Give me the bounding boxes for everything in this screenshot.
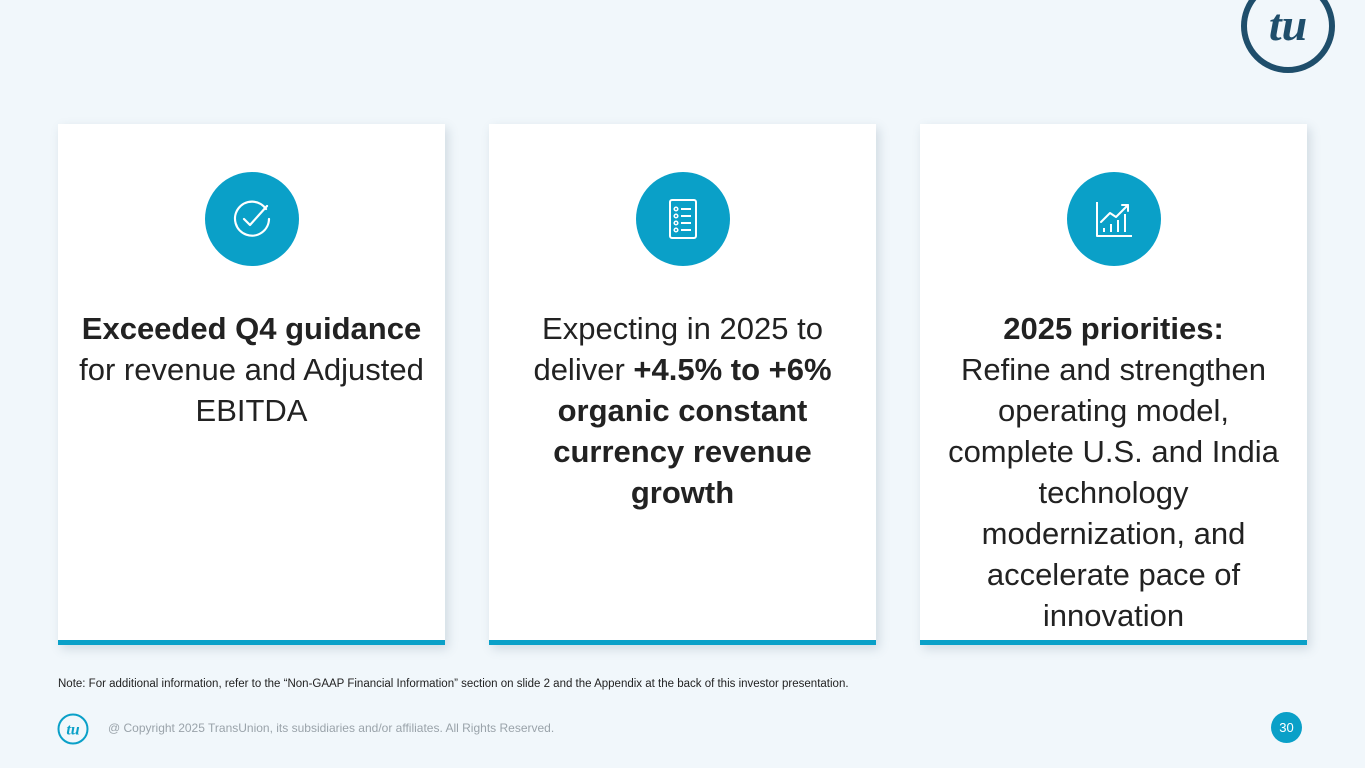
footnote: Note: For additional information, refer … — [58, 678, 849, 690]
card-bold-text: +4.5% to +6% organic constant currency r… — [553, 352, 832, 510]
transunion-logo: tu — [1241, 0, 1335, 73]
chart-trend-up-icon — [1096, 202, 1132, 237]
card-text: Exceeded Q4 guidance for revenue and Adj… — [78, 308, 425, 431]
card-text: Expecting in 2025 to deliver +4.5% to +6… — [509, 308, 856, 513]
card-icon-badge — [205, 172, 299, 266]
card-bold-text: Exceeded Q4 guidance — [81, 311, 422, 346]
checkmark-circle-icon — [233, 200, 271, 237]
card-icon-badge — [1067, 172, 1161, 266]
logo-text: tu — [1269, 0, 1307, 50]
footer-logo-text: tu — [66, 722, 79, 739]
card-accent-bar — [920, 640, 1307, 645]
card-body-text: for revenue and Adjusted EBITDA — [79, 352, 424, 428]
card-2025-priorities: 2025 priorities: Refine and strengthen op… — [920, 124, 1307, 645]
card-accent-bar — [58, 640, 445, 645]
card-icon-badge — [636, 172, 730, 266]
transunion-footer-logo: tu — [57, 713, 89, 745]
card-2025-outlook: Expecting in 2025 to deliver +4.5% to +6… — [489, 124, 876, 645]
card-q4-guidance: Exceeded Q4 guidance for revenue and Adj… — [58, 124, 445, 645]
checklist-document-icon — [669, 199, 697, 239]
card-body-text: Expecting in 2025 to deliver — [533, 311, 823, 387]
card-accent-bar — [489, 640, 876, 645]
card-body-text: Refine and strengthen operating model, c… — [948, 352, 1279, 633]
page-number-badge: 30 — [1271, 712, 1302, 743]
card-text: 2025 priorities: Refine and strengthen op… — [940, 308, 1287, 636]
copyright-text: @ Copyright 2025 TransUnion, its subsidi… — [108, 721, 555, 735]
card-bold-text: 2025 priorities: — [1003, 311, 1224, 346]
